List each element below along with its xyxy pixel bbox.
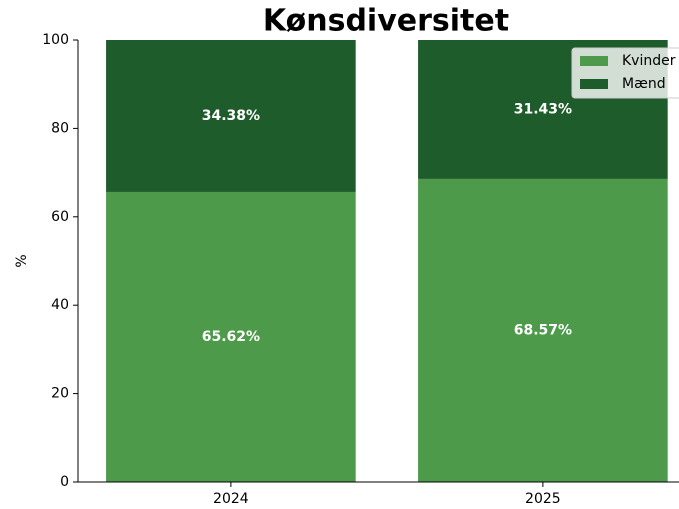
- bar-segment: [106, 191, 356, 482]
- y-axis-label: %: [14, 254, 30, 267]
- chart-title: Kønsdiversitet: [263, 4, 509, 39]
- value-label: 34.38%: [202, 108, 260, 124]
- legend-swatch: [580, 79, 608, 89]
- x-tick-label: 2025: [525, 491, 561, 507]
- legend-label: Kvinder: [622, 53, 676, 69]
- legend-swatch: [580, 56, 608, 66]
- value-label: 31.43%: [514, 101, 572, 117]
- y-tick-label: 0: [60, 474, 69, 490]
- y-tick-label: 100: [42, 32, 69, 48]
- y-tick-label: 60: [51, 209, 69, 225]
- bar-segment: [106, 40, 356, 192]
- value-label: 65.62%: [202, 329, 260, 345]
- legend-label: Mænd: [622, 76, 666, 92]
- y-tick-label: 80: [51, 120, 69, 136]
- x-tick-label: 2024: [213, 491, 249, 507]
- bar-segment: [418, 178, 668, 482]
- value-label: 68.57%: [514, 322, 572, 338]
- y-tick-label: 40: [51, 297, 69, 313]
- y-tick-label: 20: [51, 386, 69, 402]
